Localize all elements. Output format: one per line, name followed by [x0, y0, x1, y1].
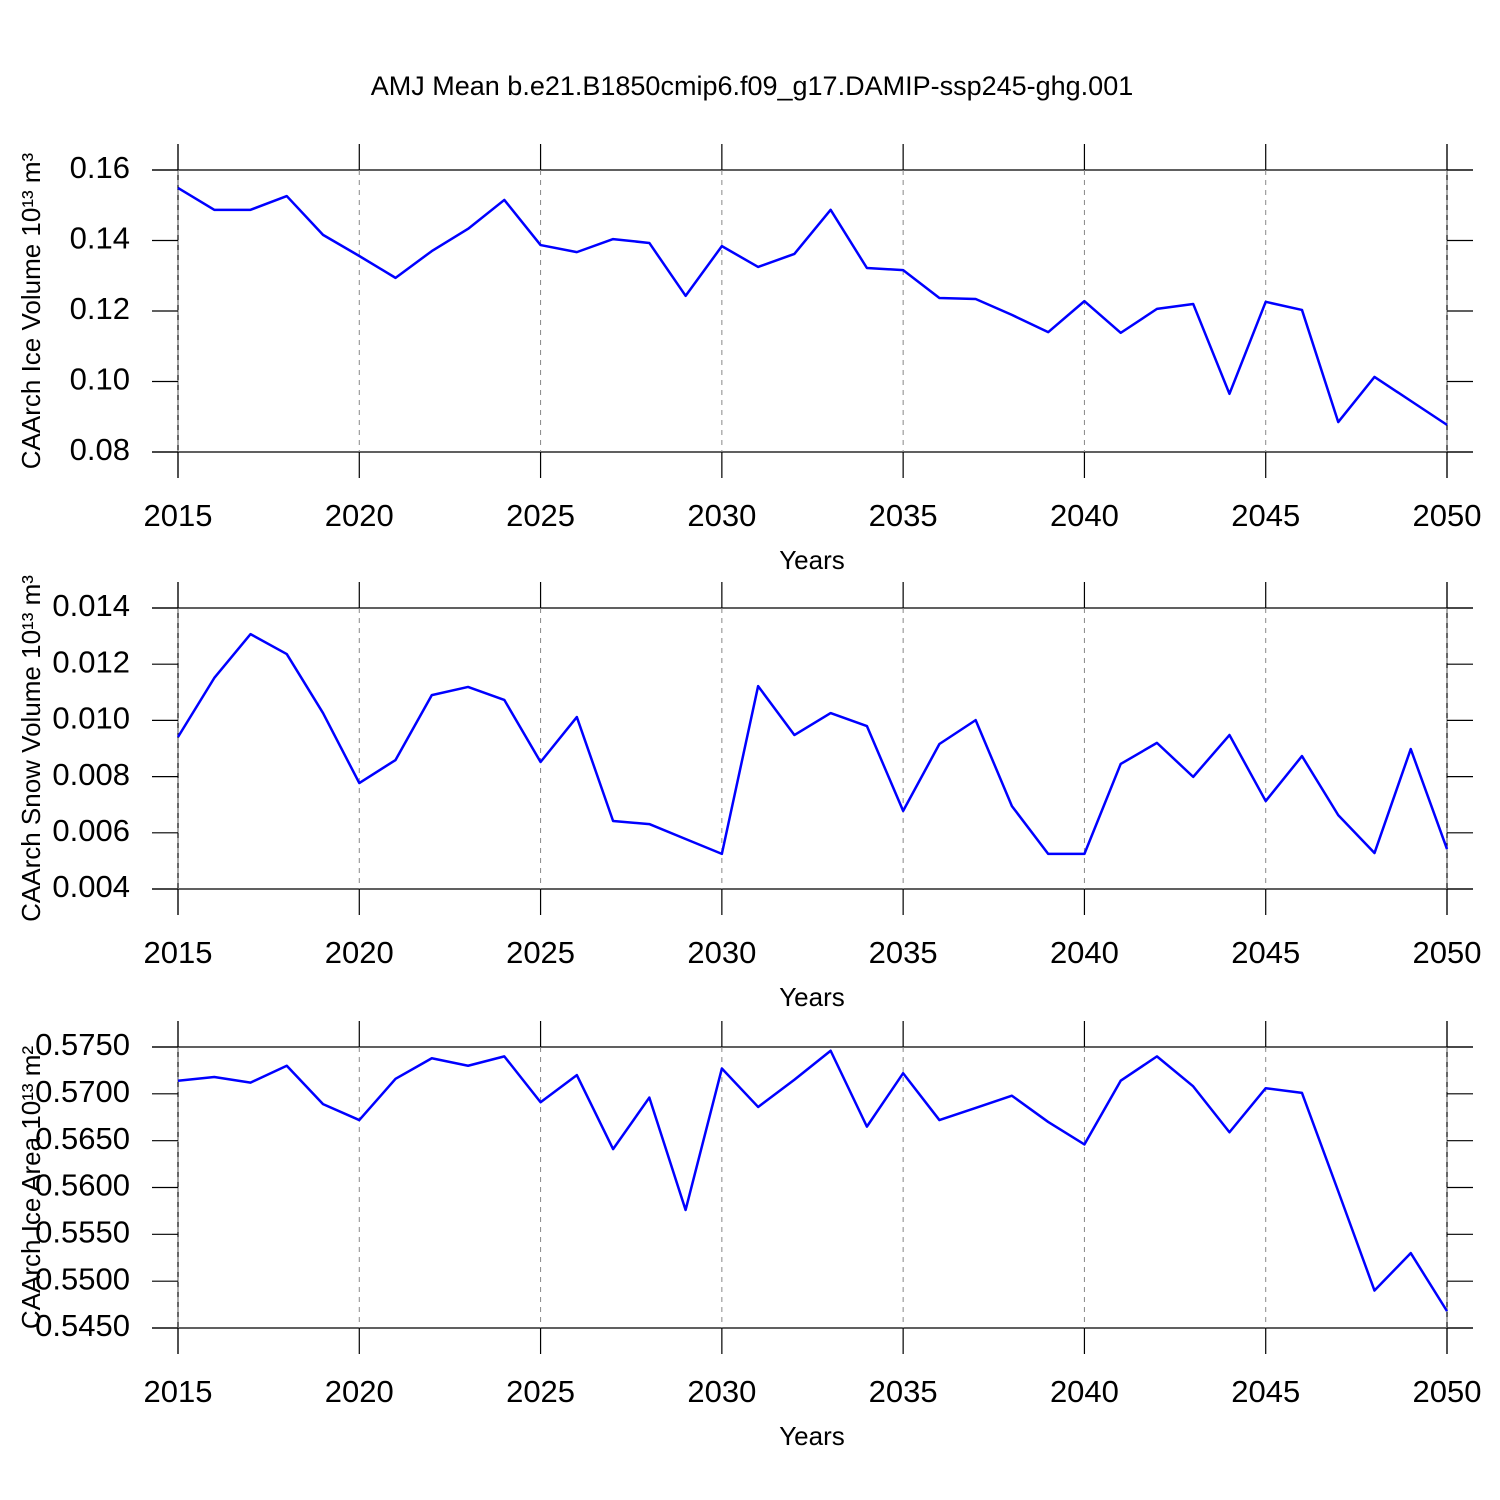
x-tick-label: 2030	[687, 1374, 756, 1409]
y-tick-label: 0.014	[52, 588, 130, 623]
x-tick-label: 2045	[1231, 498, 1300, 533]
x-tick-label: 2050	[1413, 935, 1482, 970]
y-tick-label: 0.006	[52, 813, 130, 848]
x-tick-label: 2035	[869, 498, 938, 533]
y-tick-label: 0.5650	[35, 1121, 130, 1156]
y-axis-label: CAArch Ice Volume 10¹³ m³	[16, 152, 46, 469]
x-tick-label: 2035	[869, 935, 938, 970]
x-tick-label: 2020	[325, 498, 394, 533]
y-tick-label: 0.5550	[35, 1215, 130, 1250]
y-tick-label: 0.12	[70, 291, 130, 326]
x-tick-label: 2030	[687, 498, 756, 533]
x-axis-label: Years	[779, 982, 845, 1012]
x-tick-label: 2040	[1050, 498, 1119, 533]
y-tick-label: 0.14	[70, 221, 130, 256]
y-axis-label: CAArch Ice Area 10¹³ m²	[16, 1046, 46, 1330]
x-tick-label: 2045	[1231, 1374, 1300, 1409]
y-axis-label: CAArch Snow Volume 10¹³ m³	[16, 575, 46, 922]
y-tick-label: 0.08	[70, 432, 130, 467]
x-tick-label: 2040	[1050, 1374, 1119, 1409]
y-tick-label: 0.5750	[35, 1027, 130, 1062]
y-tick-label: 0.5500	[35, 1261, 130, 1296]
x-tick-label: 2015	[144, 498, 213, 533]
x-axis-label: Years	[779, 1421, 845, 1451]
x-tick-label: 2050	[1413, 498, 1482, 533]
x-tick-label: 2025	[506, 1374, 575, 1409]
y-tick-label: 0.5600	[35, 1168, 130, 1203]
y-tick-label: 0.012	[52, 644, 130, 679]
x-axis-label: Years	[779, 545, 845, 575]
x-tick-label: 2025	[506, 935, 575, 970]
y-tick-label: 0.004	[52, 869, 130, 904]
x-tick-label: 2035	[869, 1374, 938, 1409]
x-tick-label: 2015	[144, 935, 213, 970]
x-tick-label: 2050	[1413, 1374, 1482, 1409]
x-tick-label: 2040	[1050, 935, 1119, 970]
x-tick-label: 2020	[325, 1374, 394, 1409]
y-tick-label: 0.010	[52, 701, 130, 736]
y-tick-label: 0.5450	[35, 1308, 130, 1343]
data-line	[177, 186, 1448, 426]
x-tick-label: 2015	[144, 1374, 213, 1409]
figure-title: AMJ Mean b.e21.B1850cmip6.f09_g17.DAMIP-…	[371, 71, 1133, 101]
x-tick-label: 2020	[325, 935, 394, 970]
y-tick-label: 0.5700	[35, 1074, 130, 1109]
data-line	[177, 1049, 1449, 1312]
data-line	[176, 632, 1449, 856]
x-tick-label: 2030	[687, 935, 756, 970]
y-tick-label: 0.16	[70, 150, 130, 185]
x-tick-label: 2045	[1231, 935, 1300, 970]
y-tick-label: 0.10	[70, 362, 130, 397]
y-tick-label: 0.008	[52, 757, 130, 792]
x-tick-label: 2025	[506, 498, 575, 533]
